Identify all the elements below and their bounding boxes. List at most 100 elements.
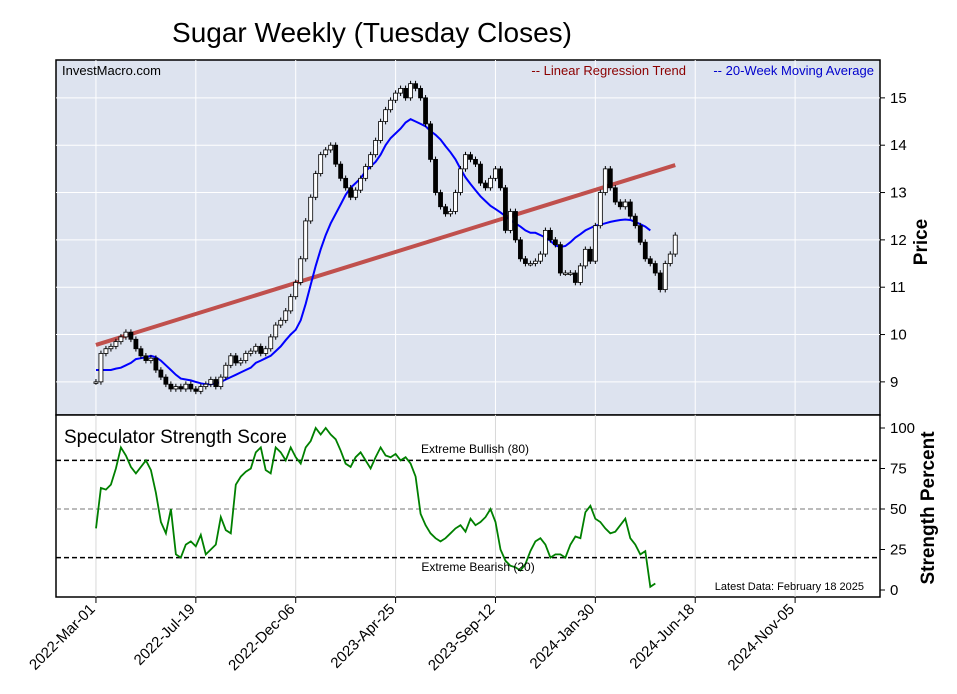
candle bbox=[358, 175, 364, 194]
candle bbox=[592, 222, 598, 265]
candle bbox=[93, 379, 99, 385]
x-tick-label: 2023-Sep-12 bbox=[425, 601, 498, 674]
strength-panel bbox=[55, 414, 881, 598]
candle bbox=[318, 151, 324, 177]
candle bbox=[567, 270, 573, 276]
candle bbox=[533, 258, 538, 267]
x-tick-label: 2023-Apr-25 bbox=[327, 601, 398, 672]
candle bbox=[213, 376, 219, 390]
candle bbox=[453, 189, 458, 215]
candle bbox=[218, 374, 224, 390]
strength-y-tick-label: 0 bbox=[890, 582, 898, 599]
candle bbox=[627, 199, 633, 220]
candle bbox=[423, 95, 428, 127]
candle bbox=[293, 279, 299, 300]
candle bbox=[178, 383, 184, 392]
regression-line bbox=[95, 163, 676, 347]
strength-reference-lines bbox=[56, 459, 880, 559]
candle bbox=[148, 355, 154, 364]
candle bbox=[378, 118, 384, 144]
x-tick-label: 2024-Jun-18 bbox=[626, 601, 698, 673]
strength-y-axis: 0 25 50 75 100 bbox=[880, 420, 915, 599]
price-y-tick-label: 14 bbox=[890, 137, 907, 154]
candle bbox=[383, 106, 389, 125]
candle bbox=[597, 189, 603, 229]
candle bbox=[188, 381, 194, 392]
candle bbox=[572, 270, 578, 286]
candle bbox=[473, 156, 478, 167]
candle bbox=[363, 163, 369, 182]
candle bbox=[498, 166, 503, 191]
strength-path bbox=[95, 426, 656, 589]
strength-axis-label: Strength Percent bbox=[918, 431, 939, 585]
candle bbox=[158, 367, 164, 380]
candle bbox=[258, 343, 264, 357]
candle bbox=[642, 239, 648, 262]
candle bbox=[253, 343, 259, 354]
candle bbox=[528, 260, 533, 267]
candle bbox=[657, 270, 663, 293]
candle bbox=[348, 184, 354, 201]
x-tick-label: 2022-Jul-19 bbox=[131, 601, 199, 669]
x-tick-label: 2022-Dec-06 bbox=[225, 601, 298, 674]
candle bbox=[308, 194, 314, 224]
candle bbox=[637, 222, 643, 246]
candle bbox=[443, 203, 448, 217]
price-y-tick-label: 13 bbox=[890, 185, 907, 202]
candle bbox=[433, 156, 438, 196]
moving-average-line bbox=[96, 118, 651, 386]
candle bbox=[577, 263, 583, 286]
candle bbox=[183, 381, 189, 392]
candle bbox=[173, 383, 179, 392]
regression-trend-line bbox=[95, 163, 676, 347]
candle bbox=[108, 343, 114, 352]
candle bbox=[602, 166, 608, 196]
candle bbox=[228, 352, 234, 369]
chart-title: Sugar Weekly (Tuesday Closes) bbox=[172, 17, 572, 48]
candle bbox=[313, 170, 319, 201]
candle bbox=[632, 213, 638, 229]
candle bbox=[248, 348, 254, 357]
price-panel bbox=[55, 59, 881, 416]
candle bbox=[523, 255, 528, 267]
price-candles bbox=[93, 80, 678, 395]
candle bbox=[193, 386, 199, 395]
candle bbox=[353, 187, 359, 201]
candle bbox=[463, 151, 468, 172]
price-grid bbox=[56, 60, 880, 415]
latest-data-label: Latest Data: February 18 2025 bbox=[715, 581, 864, 593]
candle bbox=[208, 376, 214, 388]
candle bbox=[223, 362, 229, 380]
candle bbox=[543, 227, 548, 257]
x-axis: 2022-Mar-01 2022-Jul-19 2022-Dec-06 2023-Ap… bbox=[26, 597, 798, 674]
candle bbox=[393, 90, 398, 104]
candle bbox=[552, 237, 558, 248]
candle bbox=[133, 336, 139, 352]
x-tick-label: 2024-Nov-05 bbox=[725, 601, 798, 674]
x-tick-label: 2024-Jan-30 bbox=[527, 601, 599, 673]
price-axis-label: Price bbox=[911, 219, 932, 265]
candle bbox=[478, 161, 483, 186]
candle bbox=[448, 208, 453, 217]
candle bbox=[113, 338, 119, 350]
candle bbox=[333, 142, 339, 167]
candle bbox=[198, 383, 204, 395]
candle bbox=[283, 308, 289, 324]
candle bbox=[153, 355, 159, 373]
candle bbox=[538, 251, 543, 265]
candle bbox=[488, 175, 493, 191]
candle bbox=[418, 85, 423, 101]
strength-y-tick-label: 75 bbox=[890, 461, 907, 478]
candle bbox=[557, 241, 563, 276]
candle bbox=[328, 142, 334, 153]
candle bbox=[562, 270, 568, 276]
candle bbox=[617, 199, 623, 210]
candle bbox=[587, 246, 593, 265]
candle bbox=[263, 345, 269, 357]
candle bbox=[468, 151, 473, 163]
candle bbox=[483, 180, 488, 191]
candle bbox=[243, 350, 249, 364]
candle bbox=[373, 137, 379, 158]
x-tick-label: 2022-Mar-01 bbox=[26, 601, 99, 674]
price-y-tick-label: 12 bbox=[890, 232, 907, 249]
